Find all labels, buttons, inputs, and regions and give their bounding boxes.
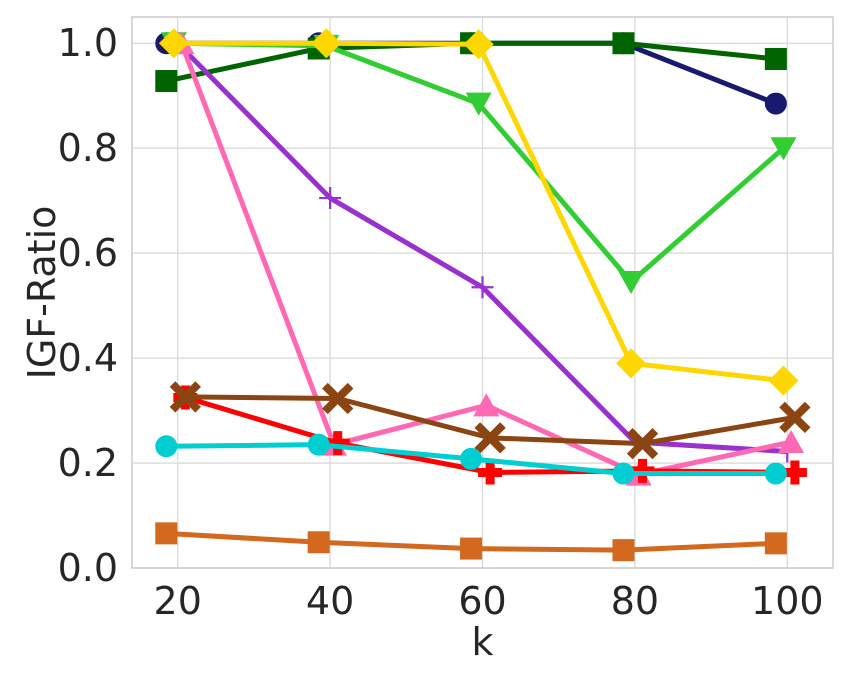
data-point-plus-thick: [630, 458, 655, 483]
data-point-diamond: [158, 28, 189, 59]
data-point-square: [155, 522, 178, 545]
series-group: [155, 28, 811, 562]
data-point-square: [764, 47, 787, 70]
series-x-thick-8b4513: [169, 381, 811, 460]
data-point-square: [764, 532, 787, 555]
data-point-triangle-up: [778, 430, 805, 454]
series-diamond-ffd700: [158, 28, 799, 396]
data-point-plus-thick: [325, 431, 350, 456]
series-circle-00ced1: [155, 433, 787, 485]
data-point-circle: [764, 92, 787, 115]
series-square-d2691e: [155, 522, 787, 562]
data-point-circle: [155, 435, 178, 458]
x-tick-label: 60: [458, 579, 506, 623]
data-point-x-thick: [474, 422, 506, 454]
y-tick-label: 0.6: [58, 231, 118, 275]
data-point-triangle-up: [473, 393, 500, 417]
data-point-square: [460, 537, 483, 560]
data-point-plus-thin: [471, 276, 494, 299]
data-point-diamond: [616, 348, 647, 379]
data-point-square: [612, 32, 635, 55]
data-point-plus-thin: [319, 187, 342, 210]
y-tick-label: 0.0: [58, 546, 118, 590]
x-tick-label: 80: [611, 579, 659, 623]
series-line: [173, 40, 786, 285]
data-point-square: [307, 531, 330, 554]
data-point-plus-thick: [478, 460, 503, 485]
y-tick-label: 1.0: [58, 21, 118, 65]
plot-area: [131, 16, 834, 569]
y-tick-label: 0.4: [58, 336, 118, 380]
data-point-x-thick: [169, 381, 201, 413]
tick-labels: 20 40 60 80 100 0.0 0.2 0.4 0.6 0.8 1.0: [58, 21, 824, 623]
data-point-circle: [764, 462, 787, 485]
data-point-square: [155, 70, 178, 93]
data-point-circle: [307, 433, 330, 456]
data-point-plus-thick: [782, 460, 807, 485]
x-tick-label: 100: [751, 579, 824, 623]
data-point-x-thick: [322, 382, 354, 415]
data-point-square: [612, 539, 635, 562]
data-point-diamond: [463, 29, 494, 60]
data-point-x-thick: [626, 427, 659, 460]
data-point-triangle-down: [770, 137, 797, 161]
data-point-triangle-down: [618, 271, 645, 295]
x-tick-label: 20: [154, 579, 202, 623]
x-tick-label: 40: [306, 579, 354, 623]
x-axis-label: k: [471, 620, 493, 664]
y-tick-label: 0.8: [58, 126, 118, 170]
data-point-circle: [612, 462, 635, 485]
y-axis-label: IGF-Ratio: [20, 206, 64, 380]
data-point-circle: [460, 447, 483, 470]
y-tick-label: 0.2: [58, 441, 118, 485]
data-point-triangle-down: [465, 92, 492, 116]
data-point-diamond: [768, 365, 799, 396]
data-point-diamond: [311, 28, 342, 59]
data-point-x-thick: [779, 401, 811, 434]
